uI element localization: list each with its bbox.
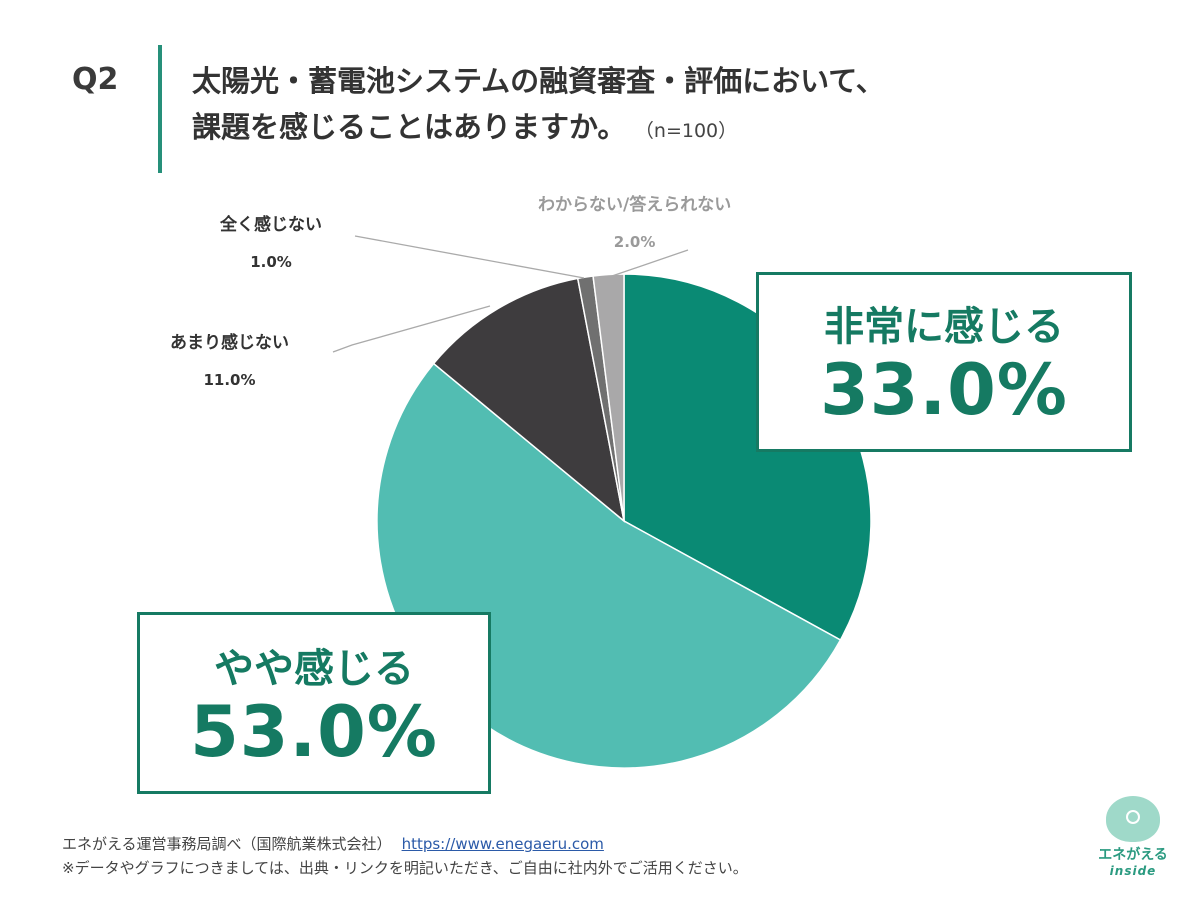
question-line-1: 太陽光・蓄電池システムの融資審査・評価において、 xyxy=(192,64,885,98)
sample-size: （n=100） xyxy=(644,120,738,142)
callout-hijou: 非常に感じる 33.0% xyxy=(756,272,1132,452)
bulb-icon xyxy=(1126,810,1140,824)
pie-slice-2 xyxy=(432,277,626,523)
label-wakaranai: わからない/答えられない 2.0% xyxy=(538,190,731,251)
label-amari-name: あまり感じない xyxy=(170,333,289,353)
label-wakaranai-value: 2.0% xyxy=(613,233,656,251)
pie-slice-4 xyxy=(592,273,625,522)
callout-hijou-name: 非常に感じる xyxy=(824,304,1064,350)
footer-source-line: エネがえる運営事務局調べ（国際航業株式会社） https://www.enegae… xyxy=(62,832,748,856)
label-wakaranai-name: わからない/答えられない xyxy=(538,195,732,215)
question-line-2-wrap: 課題を感じることはありますか。 （n=100） xyxy=(192,104,885,154)
footer: エネがえる運営事務局調べ（国際航業株式会社） https://www.enegae… xyxy=(62,832,748,880)
callout-yaya-value: 53.0% xyxy=(190,691,438,773)
label-zenzen-value: 1.0% xyxy=(250,253,292,271)
callout-yaya: やや感じる 53.0% xyxy=(137,612,491,794)
enegaeru-logo: エネがえる inside xyxy=(1088,796,1178,886)
question-number: Q2 xyxy=(72,62,119,97)
footer-source: エネがえる運営事務局調べ（国際航業株式会社） xyxy=(62,835,392,853)
question-text: 太陽光・蓄電池システムの融資審査・評価において、 課題を感じることはありますか。… xyxy=(192,58,885,154)
logo-name: エネがえる xyxy=(1098,847,1168,863)
callout-hijou-value: 33.0% xyxy=(820,349,1068,431)
leader-lines xyxy=(332,235,689,353)
leader-line-zenzen xyxy=(354,235,585,279)
question-line-2: 課題を感じることはありますか。 xyxy=(192,110,627,144)
leader-line-amari xyxy=(332,305,491,353)
label-amari-value: 11.0% xyxy=(203,371,256,389)
footer-note: ※データやグラフにつきましては、出典・リンクを明記いただき、ご自由に社内外でご活… xyxy=(62,859,748,877)
logo-mascot-icon xyxy=(1106,796,1160,842)
question-accent-bar xyxy=(158,45,162,173)
label-amari: あまり感じない 11.0% xyxy=(170,328,289,389)
footer-url-link[interactable]: https://www.enegaeru.com xyxy=(401,835,604,853)
logo-sub: inside xyxy=(1109,864,1157,878)
label-zenzen-name: 全く感じない xyxy=(220,215,322,235)
leader-line-wakaranai xyxy=(611,249,689,277)
callout-yaya-name: やや感じる xyxy=(214,646,414,692)
label-zenzen: 全く感じない 1.0% xyxy=(220,210,322,271)
